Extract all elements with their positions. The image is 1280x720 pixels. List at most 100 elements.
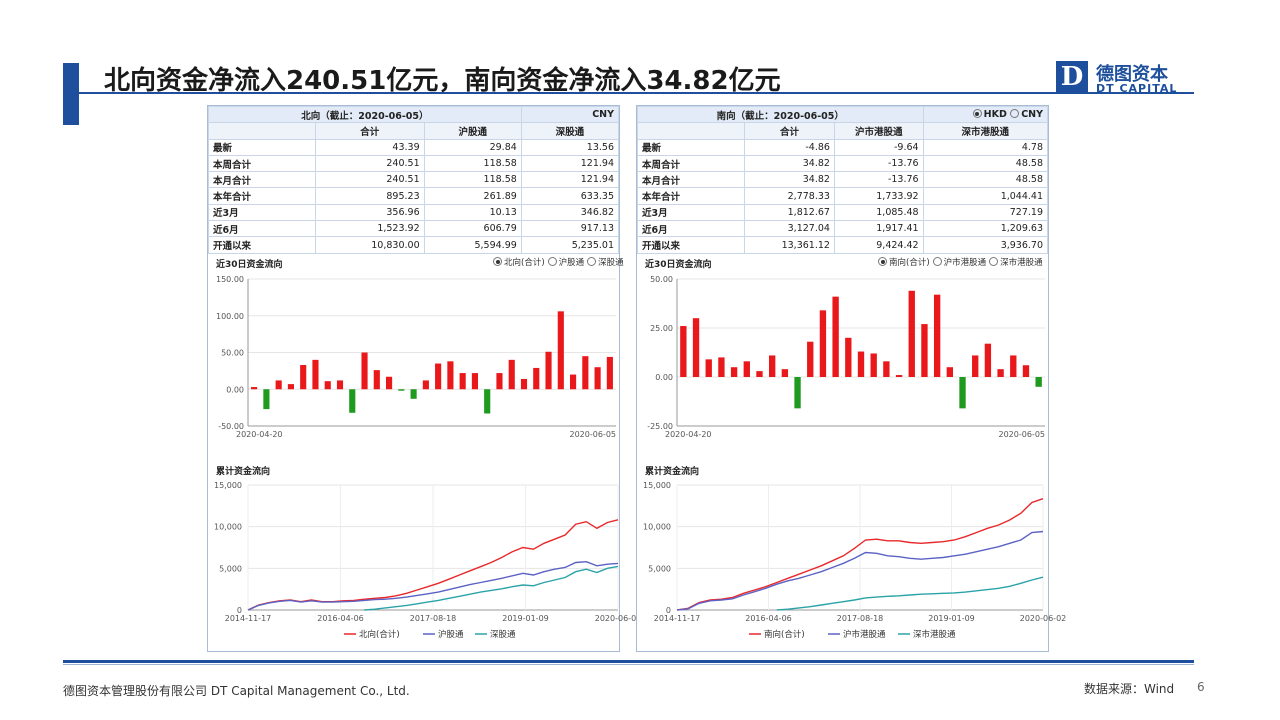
row-label: 最新 <box>208 138 316 156</box>
flow-option-sh[interactable]: 沪市港股通 <box>932 257 987 268</box>
x-tick-label: 2020-06-05 <box>999 430 1046 439</box>
bar <box>883 361 890 377</box>
row-label: 本周合计 <box>637 154 745 173</box>
cell: 917.13 <box>520 220 620 238</box>
table-row: 本年合计 2,778.33 1,733.92 1,044.41 <box>637 187 1049 205</box>
y-tick-label: -50.00 <box>218 422 244 431</box>
table-row: 最新 43.39 29.84 13.56 <box>208 138 620 156</box>
flow-option-total[interactable]: 南向(合计) <box>878 257 930 268</box>
south-table-header: 南向（截止：2020-06-05） HKD CNY <box>637 105 1049 124</box>
y-tick-label: 15,000 <box>214 481 242 490</box>
row-label: 本年合计 <box>637 187 745 205</box>
series-line <box>247 519 619 611</box>
cell: 1,733.92 <box>833 187 924 205</box>
row-label: 近6月 <box>208 220 316 238</box>
cell: 48.58 <box>922 171 1049 189</box>
bar <box>312 359 319 390</box>
bar <box>1010 355 1017 377</box>
flow-option-label: 南向(合计) <box>889 258 930 268</box>
bar <box>471 373 478 390</box>
cell: 5,594.99 <box>423 236 522 254</box>
radio-icon <box>587 257 597 266</box>
south-col-headers: 合计 沪市港股通 深市港股通 <box>637 122 1049 140</box>
north-table-header: 北向（截止：2020-06-05） CNY <box>208 105 620 124</box>
cell: 3,127.04 <box>744 220 835 238</box>
table-row: 开通以来 13,361.12 9,424.42 3,936.70 <box>637 236 1049 254</box>
radio-selected-icon <box>972 109 982 119</box>
table-row: 开通以来 10,830.00 5,594.99 5,235.01 <box>208 236 620 254</box>
north-cum-title: 累计资金流向 <box>216 467 271 477</box>
series-line <box>247 560 619 611</box>
flow-option-label: 沪市港股通 <box>943 258 987 268</box>
south-header: 南向（截止：2020-06-05） <box>637 105 924 124</box>
cell: 1,044.41 <box>922 187 1049 205</box>
y-tick-label: 50.00 <box>650 275 673 284</box>
table-row: 本周合计 34.82 -13.76 48.58 <box>637 154 1049 173</box>
bar <box>373 370 380 390</box>
currency-cny[interactable]: CNY <box>1010 109 1043 120</box>
y-tick-label: 150.00 <box>216 275 244 284</box>
series-line <box>776 576 1044 611</box>
bar <box>606 356 613 390</box>
row-label: 本月合计 <box>637 171 745 189</box>
bar <box>756 371 763 377</box>
x-tick-label: 2020-04-20 <box>236 430 283 439</box>
radio-icon <box>932 257 942 266</box>
currency-hkd[interactable]: HKD <box>972 109 1007 120</box>
bar <box>769 355 776 377</box>
y-tick-label: 0.00 <box>655 373 673 382</box>
bar <box>398 389 405 391</box>
bar <box>819 310 827 377</box>
cell: 121.94 <box>520 154 620 173</box>
bar <box>807 341 814 377</box>
south-col-header: 合计 <box>744 122 835 140</box>
bar <box>422 380 429 390</box>
south-col-blank <box>637 122 745 140</box>
row-label: 本年合计 <box>208 187 316 205</box>
table-row: 本年合计 895.23 261.89 633.35 <box>208 187 620 205</box>
cell: 633.35 <box>520 187 620 205</box>
cell: 34.82 <box>744 171 835 189</box>
north-table: 北向（截止：2020-06-05） CNY 合计 沪股通 深股通 最新 43.39… <box>208 105 620 254</box>
south-currency-toggle: HKD CNY <box>922 105 1049 124</box>
logo-en: DT CAPITAL <box>1096 82 1178 95</box>
bar <box>410 389 417 399</box>
cell: 9,424.42 <box>833 236 924 254</box>
logo-cn: 德图资本 <box>1096 64 1168 85</box>
bar <box>349 389 356 413</box>
bar <box>520 378 528 390</box>
bar <box>386 376 393 390</box>
radio-icon <box>547 257 557 266</box>
north-flow-title: 近30日资金流向 <box>216 260 283 270</box>
cell: -4.86 <box>744 138 835 156</box>
bar <box>908 290 915 377</box>
legend-label: 沪股通 <box>438 629 464 640</box>
flow-option-label: 深股通 <box>598 258 624 268</box>
flow-option-total[interactable]: 北向(合计) <box>493 257 545 268</box>
bar <box>361 352 368 390</box>
cell: 34.82 <box>744 154 835 173</box>
page-title: 北向资金净流入240.51亿元，南向资金净流入34.82亿元 <box>104 66 781 96</box>
bar <box>300 364 307 390</box>
south-flow-options: 南向(合计) 沪市港股通 深市港股通 <box>875 256 1043 268</box>
flow-option-sz[interactable]: 深市港股通 <box>989 257 1043 268</box>
series-line <box>676 530 1044 611</box>
bar <box>870 353 877 377</box>
table-row: 最新 -4.86 -9.64 4.78 <box>637 138 1049 156</box>
legend-label: 深市港股通 <box>913 629 956 640</box>
bar <box>570 374 577 390</box>
cell: 3,936.70 <box>922 236 1049 254</box>
flow-option-sh[interactable]: 沪股通 <box>547 257 584 268</box>
cell: -13.76 <box>833 154 924 173</box>
flow-option-sz[interactable]: 深股通 <box>587 257 624 268</box>
bar <box>933 294 941 377</box>
cell: -13.76 <box>833 171 924 189</box>
row-label: 开通以来 <box>208 236 316 254</box>
bar <box>845 337 852 377</box>
cell: 240.51 <box>315 154 425 173</box>
bar <box>496 373 503 390</box>
row-label: 近3月 <box>208 203 316 222</box>
bar <box>959 377 966 409</box>
